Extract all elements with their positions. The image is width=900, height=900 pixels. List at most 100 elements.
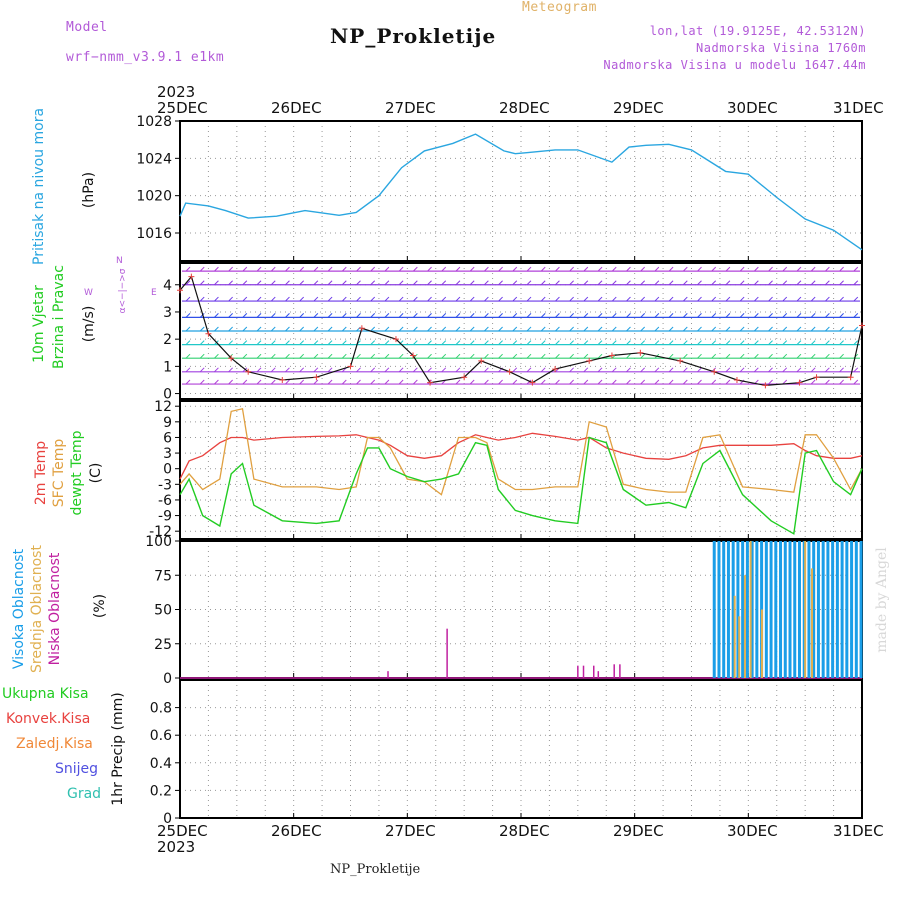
wind-barb [839,313,844,318]
wind-barb [555,313,560,318]
wind-barb [341,326,347,332]
wind-barb [398,313,404,318]
wind-barb [839,266,844,272]
wind-barb [810,296,816,302]
wind-barb [285,280,290,286]
wind-barb [540,313,546,318]
high-cloud-bar [788,541,792,678]
wind-barb [725,353,731,359]
wind-barb [185,367,191,373]
wind-barb [682,266,688,272]
wind-barb [569,296,574,302]
y-tick-label: 1016 [136,226,172,242]
high-cloud-bar [850,541,854,678]
wind-barb [768,266,773,272]
wind-barb [796,326,802,332]
wind-barb [455,313,461,318]
wind-barb [384,266,390,272]
wind-barb [839,367,844,373]
wind-barb [484,313,489,318]
wind-barb [697,280,702,286]
high-cloud-bar [859,541,863,678]
wind-barb [668,340,674,345]
wind-gust-mark [461,374,468,381]
wind-barb [697,340,702,345]
wind-barb [711,340,717,345]
wind-barb [384,296,390,302]
wind-gust-mark [188,273,195,280]
wind-barb [214,266,219,272]
wind-barb [356,367,361,373]
wind-barb [626,326,631,332]
wind-barb [739,296,745,302]
high-cloud-bar [826,541,830,678]
wind-barb [853,266,859,272]
wind-gust-mark [392,336,399,343]
wind-barb [214,296,219,302]
wind-barb [285,379,290,385]
wind-barb [853,296,859,302]
wind-barb [825,353,830,359]
wind-barb [555,296,560,302]
wind-barb [242,326,248,332]
wind-barb [427,353,432,359]
wind-barb [512,266,518,272]
wind-barb [526,266,532,272]
wind-barb [697,326,702,332]
mid-cloud-bar [810,568,813,678]
wind-barb [739,266,745,272]
high-cloud-bar [821,541,825,678]
wind-barb [370,379,376,385]
wind-barb [199,340,205,345]
wind-barb [555,326,560,332]
wind-barb [768,326,773,332]
high-cloud-bar [736,541,740,678]
wind-barb [270,280,276,286]
wind-barb [228,340,233,345]
wind-barb [597,379,603,385]
wind-barb [526,379,532,385]
wind-gust-mark [228,355,235,362]
y-tick-label: 1 [163,359,172,375]
wind-barb [299,326,305,332]
wind-gust-mark [711,368,718,375]
y-tick-label: 4 [163,278,172,294]
wind-barb [256,280,262,286]
wind-barb [810,379,816,385]
top-tick-label: 31DEC [833,99,884,117]
wind-barb [853,326,859,332]
wind-barb [185,379,191,385]
wind-barb [796,367,802,373]
wind-barb [370,367,376,373]
wind-barb [356,353,361,359]
wind-barb [796,353,802,359]
wind-barb [682,313,688,318]
wind-barb [469,379,475,385]
wind-barb [540,326,546,332]
wind-barb [768,280,773,286]
wind-barb [739,367,745,373]
wind-barb [540,340,546,345]
top-tick-label: 29DEC [613,99,664,117]
y-tick-label: 100 [145,534,172,550]
wind-barb [782,340,788,345]
wind-gust-mark [245,368,252,375]
wind-barb [370,280,376,286]
wind-gust-mark [347,363,354,370]
wind-barb [597,280,603,286]
low-cloud-bar [613,664,615,678]
low-cloud-bar [597,671,600,678]
wind-barb [526,340,532,345]
wind-barb [398,379,404,385]
wind-barb [327,353,333,359]
wind-barb [640,280,646,286]
wind-barb [498,280,503,286]
wind-barb [228,326,233,332]
wind-barb [611,313,617,318]
wind-gust-mark [637,349,644,356]
wind-barb [498,266,503,272]
wind-barb [711,313,717,318]
wind-barb [825,266,830,272]
wind-barb [384,353,390,359]
wind-barb [313,280,319,286]
